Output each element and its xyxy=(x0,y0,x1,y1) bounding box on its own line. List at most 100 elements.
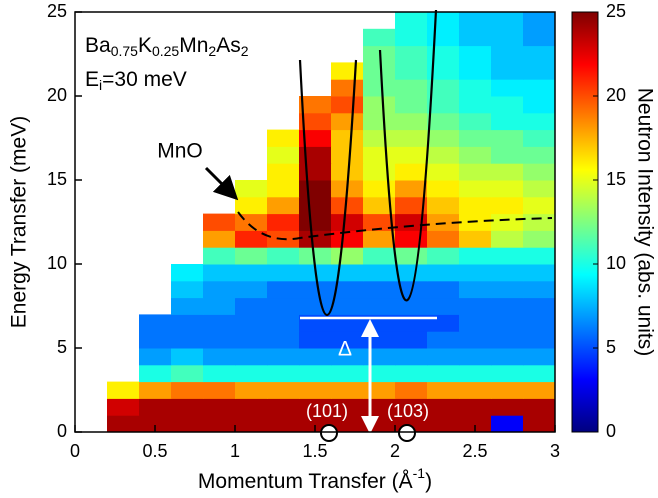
heatmap-cell xyxy=(203,331,236,349)
heatmap-cell xyxy=(395,28,428,47)
heatmap-cell xyxy=(427,280,460,299)
heatmap-cell xyxy=(491,213,524,231)
heatmap-cell xyxy=(363,28,396,47)
heatmap-cell xyxy=(203,230,236,248)
heatmap-cell xyxy=(427,28,460,47)
mno-dispersion xyxy=(237,211,553,241)
heatmap-cell xyxy=(235,348,268,366)
heatmap-cell xyxy=(459,28,492,47)
heatmap-cell xyxy=(267,196,300,215)
heatmap-cell xyxy=(299,96,332,114)
heatmap-cell xyxy=(267,331,300,349)
heatmap-cell xyxy=(171,331,204,349)
peak-marker xyxy=(320,424,338,442)
heatmap-cell xyxy=(267,180,300,198)
x-tick-label: 1 xyxy=(230,441,240,461)
heatmap-cell xyxy=(363,364,396,383)
heatmap-cell xyxy=(459,12,492,30)
heatmap-cell xyxy=(395,247,428,265)
heatmap-cell xyxy=(395,112,428,131)
heatmap-cell xyxy=(363,79,396,97)
heatmap-cell xyxy=(459,163,492,181)
heatmap-cell xyxy=(427,112,460,131)
colorbar-tick-label: 20 xyxy=(606,85,626,105)
heatmap-cell xyxy=(171,364,204,383)
heatmap-cell xyxy=(395,96,428,114)
heatmap-cell xyxy=(395,146,428,164)
heatmap-cell xyxy=(459,364,492,383)
heatmap-cell xyxy=(331,96,364,114)
heatmap-cell xyxy=(459,45,492,63)
heatmap-cell xyxy=(523,331,556,349)
heatmap-cell xyxy=(171,280,204,299)
heatmap-cell xyxy=(459,297,492,315)
heatmap-cell xyxy=(459,398,492,416)
heatmap-cell xyxy=(363,381,396,399)
heatmap-cell xyxy=(363,264,396,282)
heatmap-cell xyxy=(107,381,140,399)
heatmap-cell xyxy=(363,348,396,366)
heatmap-cell xyxy=(427,96,460,114)
heatmap-cell xyxy=(299,230,332,248)
heatmap-cell xyxy=(139,364,172,383)
heatmap-cell xyxy=(299,280,332,299)
heatmap-cell xyxy=(235,398,268,416)
heatmap-cell xyxy=(331,196,364,215)
heatmap-cell xyxy=(267,146,300,164)
heatmap-cell xyxy=(395,163,428,181)
heatmap-cell xyxy=(427,62,460,80)
heatmap-cell xyxy=(491,381,524,399)
heatmap-cell xyxy=(427,213,460,231)
heatmap-cell xyxy=(235,247,268,265)
heatmap-cell xyxy=(331,129,364,147)
heatmap-cell xyxy=(395,264,428,282)
heatmap-cell xyxy=(363,96,396,114)
heatmap-cell xyxy=(523,28,556,47)
heatmap-cell xyxy=(491,146,524,164)
heatmap-cell xyxy=(523,196,556,215)
heatmap-cell xyxy=(459,230,492,248)
heatmap-cell xyxy=(203,264,236,282)
heatmap-cell xyxy=(267,163,300,181)
heatmap-cell xyxy=(267,398,300,416)
heatmap-cell xyxy=(395,62,428,80)
heatmap-cell xyxy=(427,129,460,147)
heatmap-cell xyxy=(523,348,556,366)
heatmap-cell xyxy=(267,280,300,299)
heatmap-cell xyxy=(523,297,556,315)
y-tick-label: 15 xyxy=(47,169,67,189)
heatmap-cell xyxy=(459,146,492,164)
y-tick-label: 10 xyxy=(47,253,67,273)
heatmap-cell xyxy=(363,230,396,248)
heatmap-cell xyxy=(139,314,172,332)
formula: Ba0.75K0.25Mn2As2 xyxy=(85,34,249,59)
heatmap-cell xyxy=(395,79,428,97)
heatmap-cell xyxy=(459,112,492,131)
heatmap-cell xyxy=(331,331,364,349)
heatmap-cell xyxy=(427,79,460,97)
colorbar-tick-label: 25 xyxy=(606,1,626,21)
heatmap-cell xyxy=(267,297,300,315)
colorbar-tick-label: 10 xyxy=(606,253,626,273)
heatmap-cell xyxy=(299,348,332,366)
heatmap-cell xyxy=(427,196,460,215)
heatmap-cell xyxy=(203,247,236,265)
heatmap-cell xyxy=(171,348,204,366)
heatmap-cell xyxy=(491,79,524,97)
heatmap-cell xyxy=(331,348,364,366)
heatmap-cell xyxy=(427,415,460,433)
colorbar-tick-label: 0 xyxy=(606,421,616,441)
heatmap-cell xyxy=(363,129,396,147)
heatmap-cell xyxy=(459,331,492,349)
heatmap-cell xyxy=(331,264,364,282)
heatmap-cell xyxy=(331,297,364,315)
heatmap-cell xyxy=(491,314,524,332)
overlay: MnO Δ (101) (103) Ba0.75K0.25Mn2As2 Ei=3… xyxy=(85,9,553,442)
heatmap-cell xyxy=(459,280,492,299)
heatmap-cell xyxy=(299,163,332,181)
heatmap-cell xyxy=(427,331,460,349)
heatmap-cell xyxy=(171,314,204,332)
heatmap-cell xyxy=(299,364,332,383)
heatmap-cell xyxy=(491,230,524,248)
annotation: (103) xyxy=(387,401,429,421)
